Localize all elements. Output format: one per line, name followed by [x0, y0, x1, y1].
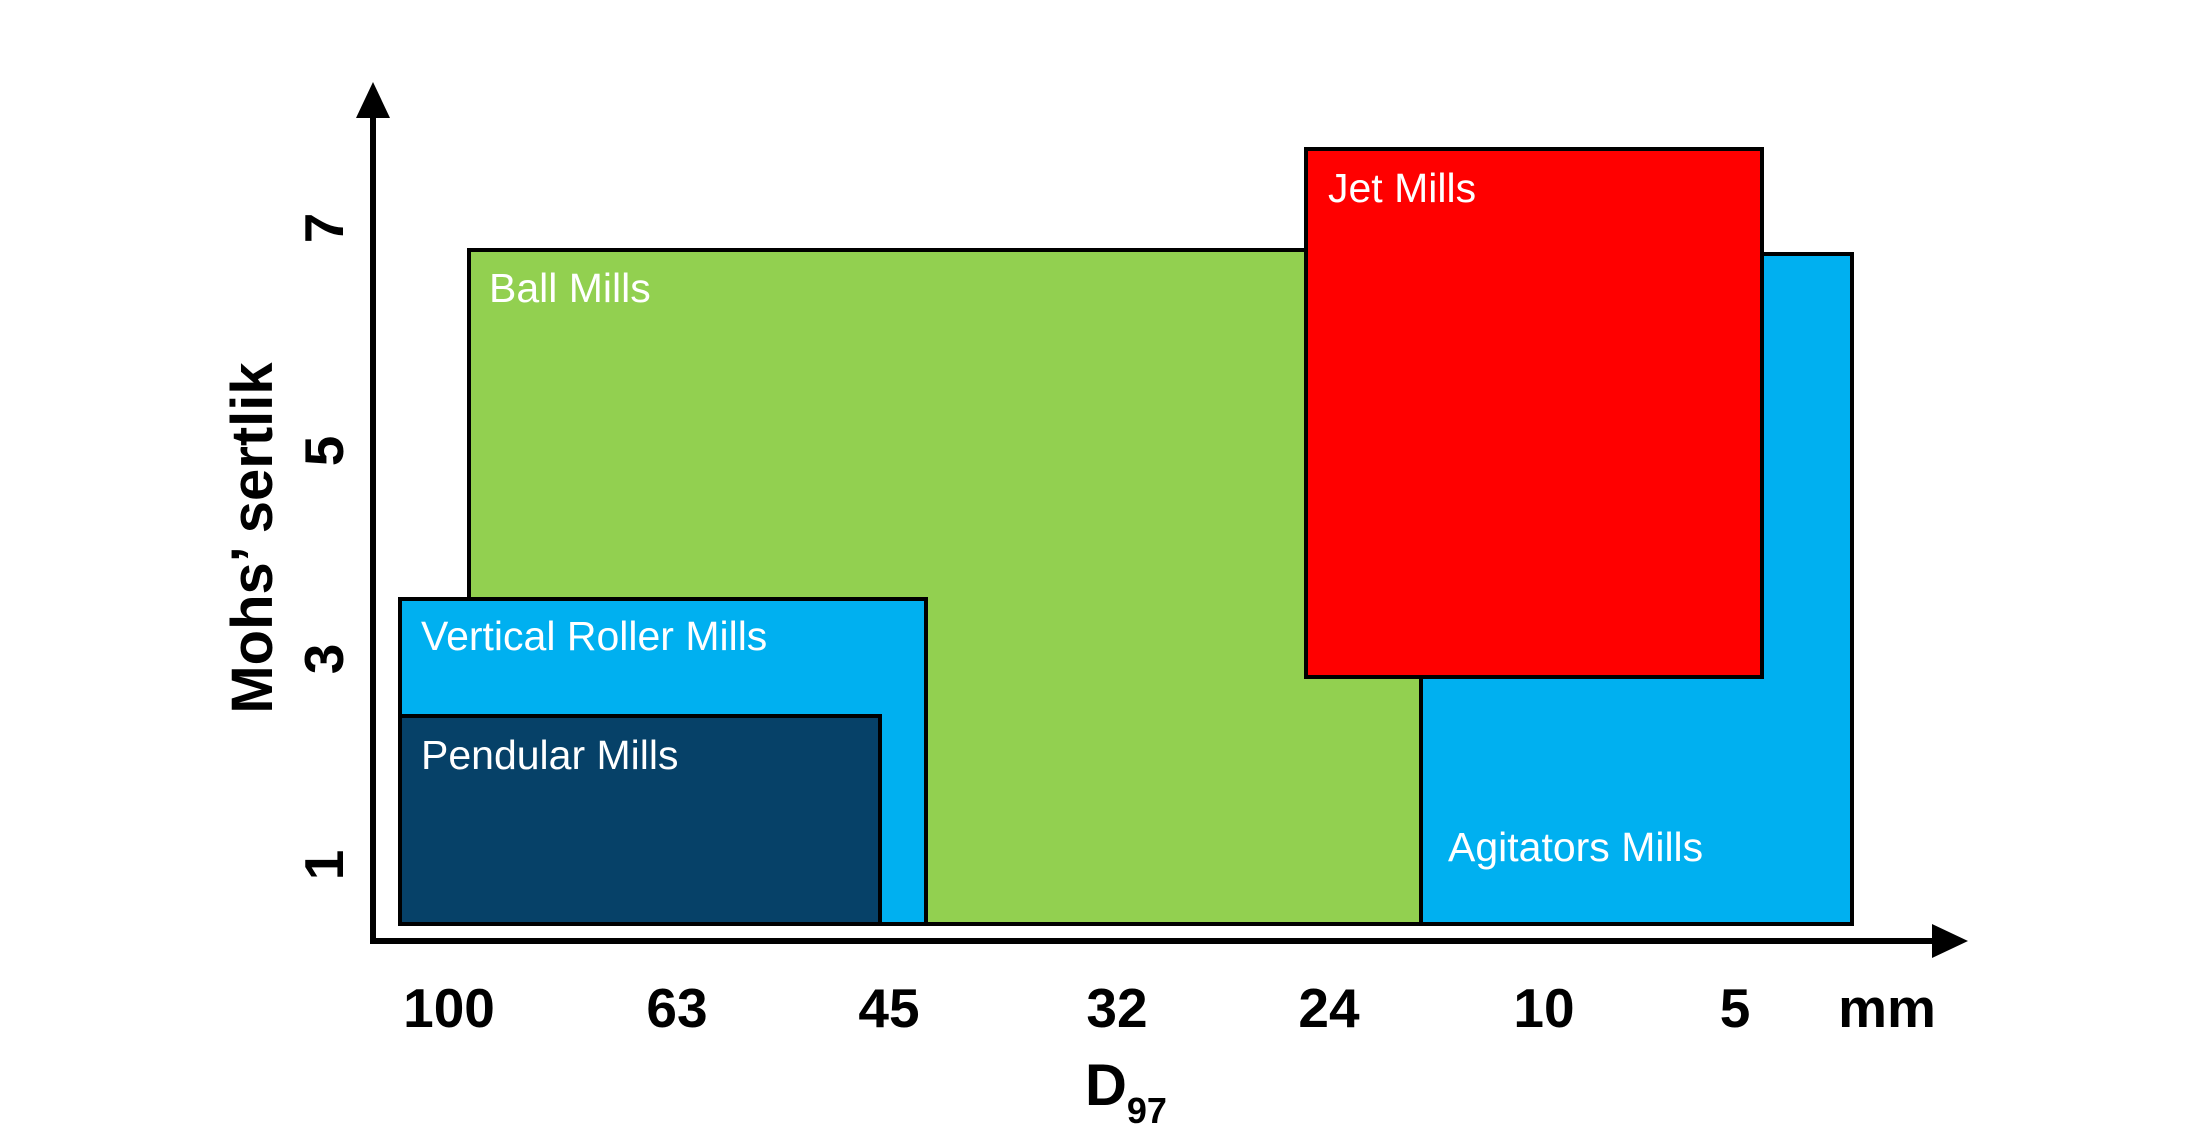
y-ticks: 1 3 5 7 [293, 213, 355, 881]
x-axis-title-main: D [1085, 1053, 1127, 1118]
y-tick-label: 1 [293, 850, 355, 881]
label-ball-mills: Ball Mills [489, 265, 651, 311]
y-axis-title: Mohs’ sertlik [220, 362, 285, 714]
x-tick-label: 100 [403, 977, 495, 1039]
region-pendular-mills [398, 714, 882, 926]
x-tick-label: 32 [1086, 977, 1147, 1039]
label-jet-mills: Jet Mills [1328, 165, 1476, 211]
x-tick-label: 10 [1513, 977, 1574, 1039]
x-axis-arrow [1932, 924, 1968, 958]
x-tick-label: 5 [1720, 977, 1751, 1039]
x-tick-label: 45 [858, 977, 919, 1039]
x-tick-label: 24 [1298, 977, 1360, 1039]
y-tick-label: 5 [293, 436, 355, 467]
x-unit-label: mm [1838, 977, 1936, 1039]
x-axis-title: D97 [1085, 1053, 1167, 1131]
label-agitators-mills: Agitators Mills [1448, 824, 1703, 870]
y-tick-label: 7 [293, 213, 355, 244]
y-tick-label: 3 [293, 644, 355, 675]
x-tick-label: 63 [646, 977, 707, 1039]
region-jet-mills [1304, 147, 1764, 679]
label-pendular-mills: Pendular Mills [421, 732, 679, 778]
y-axis-arrow [356, 82, 390, 118]
x-ticks: 100 63 45 32 24 10 5 mm [403, 977, 1936, 1039]
label-vertical-roller-mills: Vertical Roller Mills [421, 613, 767, 659]
regions [398, 147, 1854, 926]
x-axis-title-subscript: 97 [1127, 1090, 1167, 1131]
axes [356, 82, 1968, 958]
region-labels: Ball Mills Jet Mills Agitators Mills Ver… [421, 165, 1703, 870]
